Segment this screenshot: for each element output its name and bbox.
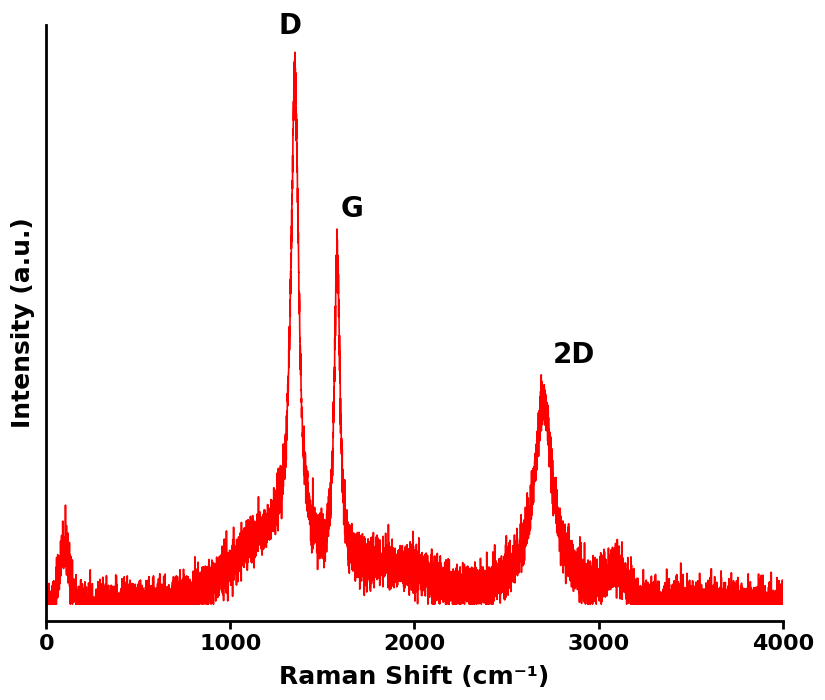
Text: G: G <box>341 195 364 223</box>
Text: 2D: 2D <box>553 341 595 369</box>
Y-axis label: Intensity (a.u.): Intensity (a.u.) <box>11 217 35 428</box>
X-axis label: Raman Shift (cm⁻¹): Raman Shift (cm⁻¹) <box>280 665 549 689</box>
Text: D: D <box>278 12 301 40</box>
